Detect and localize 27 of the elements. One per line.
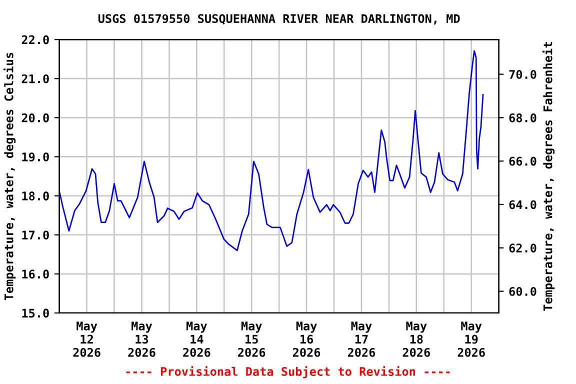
y2-axis-title: Temperature, water, degrees Fahrenheit (542, 42, 555, 311)
y-tick-label: 15.0 (22, 308, 49, 318)
y-tick-label: 16.0 (22, 270, 49, 279)
chart-title: USGS 01579550 SUSQUEHANNA RIVER NEAR DARLINGTON, MD (98, 14, 460, 25)
text: ---- Provisional Data Subject to Revision ---- (126, 366, 450, 378)
x-tick-label: May 15 2026 (238, 322, 266, 357)
y-tick-label: 19.0 (22, 152, 49, 162)
y2-tick-label: 62.0 (509, 244, 536, 253)
y-tick-label: 17.0 (22, 230, 49, 240)
x-tick-label: May 13 2026 (128, 322, 156, 357)
y-axis-title: Temperature, water, degrees Celsius (4, 52, 16, 300)
y-tick-label: 22.0 (22, 35, 49, 44)
y2-tick-label: 66.0 (509, 156, 536, 166)
line-series (59, 50, 484, 252)
x-tick-label: May 16 2026 (292, 322, 320, 357)
y2-tick-label: 68.0 (509, 113, 536, 122)
y-tick-label: 18.0 (22, 192, 49, 200)
x-tick-label: May 14 2026 (183, 322, 210, 357)
x-tick-label: May 17 2026 (348, 322, 376, 357)
x-tick-label: May 19 2026 (458, 322, 485, 357)
x-tick-label: May 12 2026 (73, 322, 100, 357)
y-tick-label: 20.0 (22, 113, 49, 122)
y2-tick-label: 64.0 (509, 200, 536, 210)
y2-tick-label: 70.0 (509, 70, 536, 79)
y2-tick-label: 60.0 (509, 286, 536, 296)
y-tick-label: 21.0 (22, 74, 49, 84)
x-tick-label: May 18 2026 (402, 322, 430, 357)
